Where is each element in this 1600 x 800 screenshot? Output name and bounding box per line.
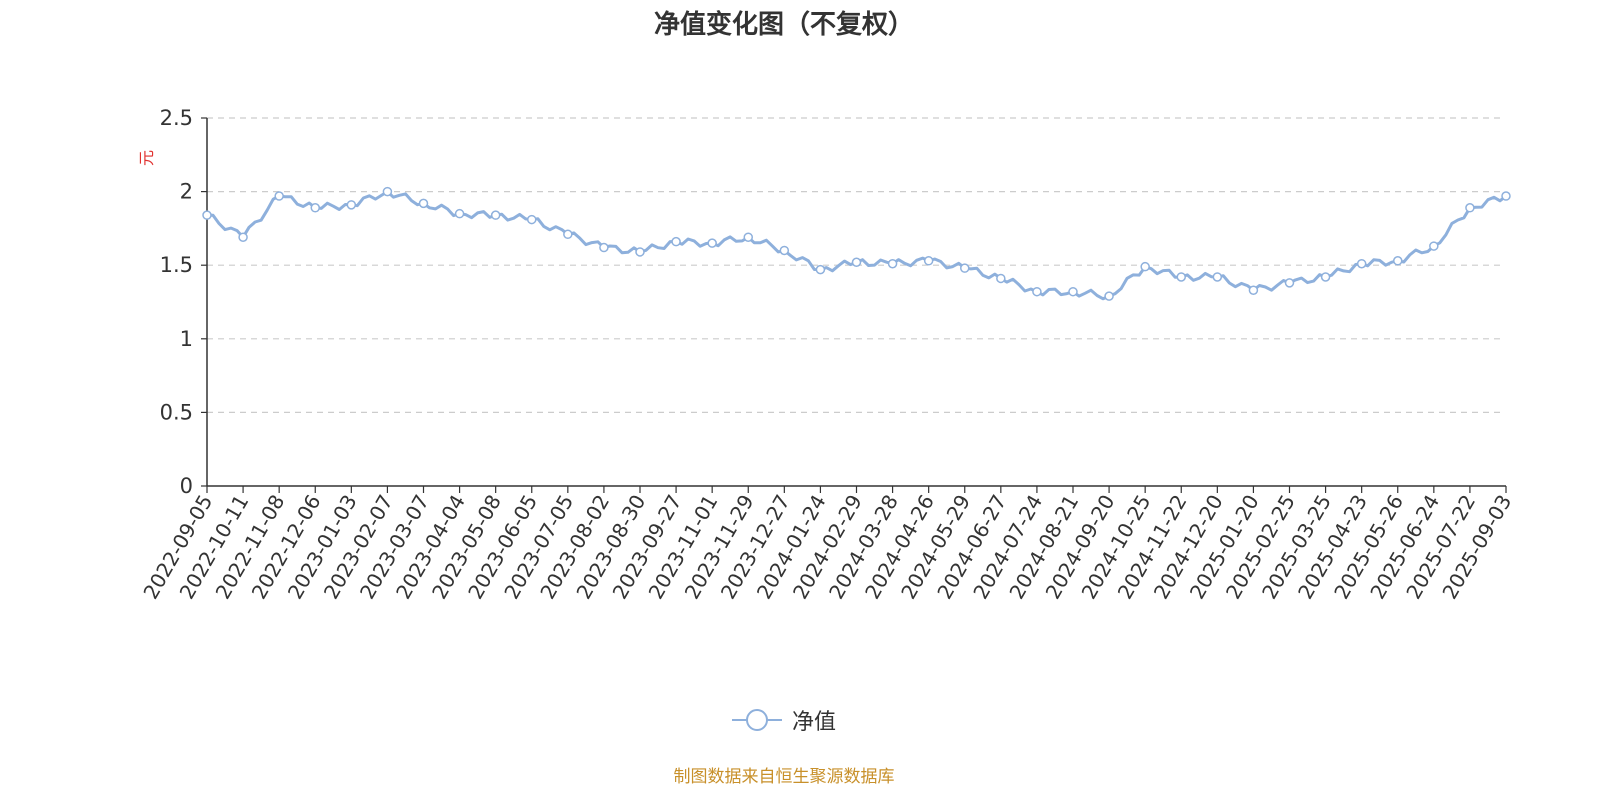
data-point[interactable] bbox=[887, 258, 898, 269]
data-point[interactable] bbox=[815, 264, 826, 275]
data-point[interactable] bbox=[779, 245, 790, 256]
data-point[interactable] bbox=[996, 273, 1006, 284]
chart-title: 净值变化图（不复权） bbox=[653, 10, 914, 40]
series-group bbox=[202, 186, 1511, 301]
axes bbox=[206, 118, 1506, 487]
data-point[interactable] bbox=[1356, 258, 1367, 269]
y-axis-unit-label: 元 bbox=[137, 150, 156, 166]
data-point[interactable] bbox=[743, 232, 753, 242]
data-point[interactable] bbox=[563, 229, 573, 240]
legend-label: 净值 bbox=[791, 710, 836, 735]
data-point[interactable] bbox=[1501, 191, 1511, 201]
data-point[interactable] bbox=[635, 247, 645, 257]
source-note: 制图数据来自恒生聚源数据库 bbox=[673, 767, 895, 787]
data-point[interactable] bbox=[1176, 272, 1186, 282]
data-point[interactable] bbox=[1032, 286, 1042, 297]
data-point[interactable] bbox=[671, 236, 681, 247]
data-point[interactable] bbox=[1429, 241, 1439, 251]
data-point[interactable] bbox=[1140, 261, 1150, 272]
data-point[interactable] bbox=[238, 232, 248, 242]
series-line-0 bbox=[207, 190, 1507, 301]
data-point[interactable] bbox=[202, 210, 212, 220]
data-point[interactable] bbox=[599, 242, 609, 253]
data-point[interactable] bbox=[1284, 278, 1295, 288]
data-point[interactable] bbox=[274, 191, 284, 201]
data-point[interactable] bbox=[1465, 203, 1475, 213]
data-point[interactable] bbox=[418, 198, 429, 209]
data-point[interactable] bbox=[527, 214, 537, 225]
y-tick-label: 0.5 bbox=[160, 400, 193, 424]
data-point[interactable] bbox=[960, 263, 970, 273]
legend-line-marker-icon bbox=[731, 709, 782, 731]
y-tick-label: 1 bbox=[180, 327, 193, 351]
data-point[interactable] bbox=[490, 210, 501, 220]
data-point[interactable] bbox=[454, 208, 465, 219]
y-tick-label: 2.5 bbox=[160, 106, 193, 130]
y-axis-ticks: 0 0.5 1 1.5 2 2.5 bbox=[160, 106, 207, 498]
legend-item-net-value[interactable]: 净值 bbox=[731, 704, 836, 736]
data-point[interactable] bbox=[707, 238, 717, 248]
data-point[interactable] bbox=[1068, 286, 1078, 297]
y-tick-label: 2 bbox=[180, 180, 193, 204]
data-point[interactable] bbox=[1320, 272, 1331, 282]
data-point[interactable] bbox=[1248, 285, 1259, 295]
data-point[interactable] bbox=[382, 186, 393, 197]
data-point[interactable] bbox=[1393, 256, 1403, 266]
y-tick-label: 1.5 bbox=[160, 253, 193, 277]
data-point[interactable] bbox=[310, 203, 320, 213]
data-point[interactable] bbox=[346, 200, 357, 210]
x-axis-ticks: 2022-09-052022-10-112022-11-082022-12-06… bbox=[138, 486, 1516, 603]
legend: 净值 bbox=[0, 704, 1568, 736]
data-point[interactable] bbox=[923, 256, 934, 266]
data-point[interactable] bbox=[1104, 291, 1114, 301]
y-tick-label: 0 bbox=[180, 474, 193, 498]
data-point[interactable] bbox=[1212, 272, 1223, 282]
data-point[interactable] bbox=[851, 257, 862, 268]
